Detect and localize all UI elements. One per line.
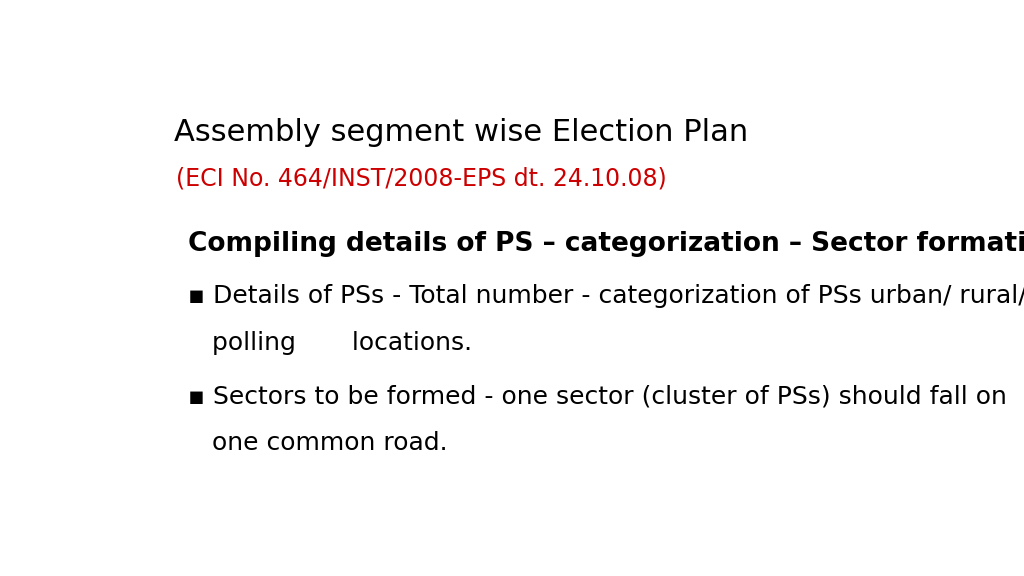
Text: Compiling details of PS – categorization – Sector formation:: Compiling details of PS – categorization… (187, 231, 1024, 257)
Text: polling       locations.: polling locations. (187, 331, 472, 355)
Text: ▪ Sectors to be formed - one sector (cluster of PSs) should fall on: ▪ Sectors to be formed - one sector (clu… (187, 384, 1007, 408)
Text: Assembly segment wise Election Plan: Assembly segment wise Election Plan (174, 118, 749, 147)
Text: ▪ Details of PSs - Total number - categorization of PSs urban/ rural/: ▪ Details of PSs - Total number - catego… (187, 284, 1024, 308)
Text: one common road.: one common road. (187, 431, 447, 454)
Text: (ECI No. 464/INST/2008-EPS dt. 24.10.08): (ECI No. 464/INST/2008-EPS dt. 24.10.08) (176, 166, 667, 191)
